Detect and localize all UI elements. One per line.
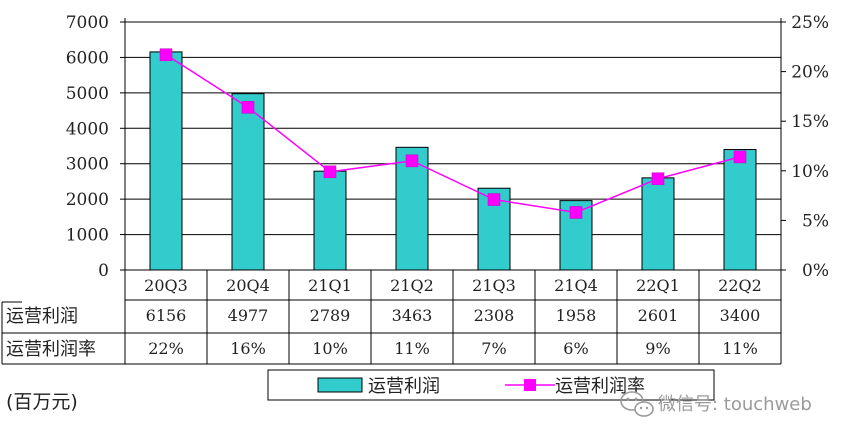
right-tick-label: 10% xyxy=(791,162,829,182)
legend: 运营利润 运营利润率 xyxy=(267,369,715,401)
right-tick-label: 20% xyxy=(791,63,829,83)
wechat-icon xyxy=(620,391,654,417)
left-tick-label: 2000 xyxy=(66,190,109,210)
table-cell: 11% xyxy=(722,339,758,358)
left-tick-label: 1000 xyxy=(66,226,109,246)
left-tick-label: 7000 xyxy=(66,13,109,33)
left-tick-label: 5000 xyxy=(66,84,109,104)
left-axis-ticks: 0 1000 2000 3000 4000 5000 6000 7000 xyxy=(66,13,125,281)
watermark: 微信号: touchweb xyxy=(620,391,812,417)
bar-21Q1 xyxy=(313,170,347,271)
category-label: 20Q4 xyxy=(226,276,270,295)
legend-swatch-bar xyxy=(317,377,363,393)
table-row-header: 运营利润率 xyxy=(6,339,96,360)
watermark-text: 微信号: touchweb xyxy=(658,394,812,415)
axes xyxy=(124,18,782,270)
marker-20Q4 xyxy=(241,101,255,114)
category-label: 22Q2 xyxy=(718,276,762,295)
category-label: 21Q4 xyxy=(554,276,598,295)
marker-21Q3 xyxy=(487,193,501,206)
bar-22Q2 xyxy=(723,149,757,271)
table-cell: 2789 xyxy=(310,306,351,325)
left-tick-label: 6000 xyxy=(66,48,109,68)
marker-22Q1 xyxy=(651,172,665,185)
right-tick-label: 25% xyxy=(791,13,829,33)
table-cell: 10% xyxy=(312,339,348,358)
line-series xyxy=(159,48,747,219)
table-cell: 3400 xyxy=(720,306,761,325)
gridlines xyxy=(125,21,781,236)
table-cell: 22% xyxy=(148,339,184,358)
table-cell: 3463 xyxy=(392,306,433,325)
table-cell: 1958 xyxy=(556,306,597,325)
table-cell: 2308 xyxy=(474,306,515,325)
table-cell: 11% xyxy=(394,339,430,358)
table-cell: 6% xyxy=(563,339,588,358)
bar-20Q4 xyxy=(231,93,265,271)
left-tick-label: 3000 xyxy=(66,155,109,175)
marker-21Q1 xyxy=(323,165,337,179)
left-tick-label: 4000 xyxy=(66,119,109,139)
marker-22Q2 xyxy=(733,150,747,164)
table-cell: 7% xyxy=(481,339,506,358)
legend-swatch-marker xyxy=(524,379,536,391)
right-tick-label: 15% xyxy=(791,112,829,132)
table-cell: 16% xyxy=(230,339,266,358)
marker-21Q4 xyxy=(569,206,583,219)
right-tick-label: 5% xyxy=(802,211,829,231)
right-tick-label: 0% xyxy=(802,261,829,281)
category-label: 21Q3 xyxy=(472,276,516,295)
marker-20Q3 xyxy=(159,48,173,61)
unit-note: (百万元) xyxy=(6,391,78,413)
category-label: 20Q3 xyxy=(144,276,188,295)
legend-label-bar: 运营利润 xyxy=(368,376,440,397)
bar-20Q3 xyxy=(149,51,183,271)
table-cell: 2601 xyxy=(638,306,679,325)
legend-label-line: 运营利润率 xyxy=(555,376,645,397)
table-cell: 9% xyxy=(645,339,670,358)
bar-22Q1 xyxy=(641,177,675,271)
bar-series xyxy=(149,51,757,271)
margin-line xyxy=(165,54,741,214)
table-cell: 4977 xyxy=(228,306,269,325)
marker-21Q2 xyxy=(405,154,419,168)
category-label: 21Q2 xyxy=(390,276,434,295)
table-cell: 6156 xyxy=(146,306,187,325)
left-tick-label: 0 xyxy=(98,261,109,281)
table-row-header: 运营利润 xyxy=(6,306,78,327)
data-table: 20Q3 20Q4 21Q1 21Q2 21Q3 21Q4 22Q1 22Q2 运营利润 6156… xyxy=(1,269,782,365)
category-label: 22Q1 xyxy=(636,276,680,295)
category-label: 21Q1 xyxy=(308,276,352,295)
right-axis-ticks: 0% 5% 10% 15% 20% 25% xyxy=(781,13,829,281)
